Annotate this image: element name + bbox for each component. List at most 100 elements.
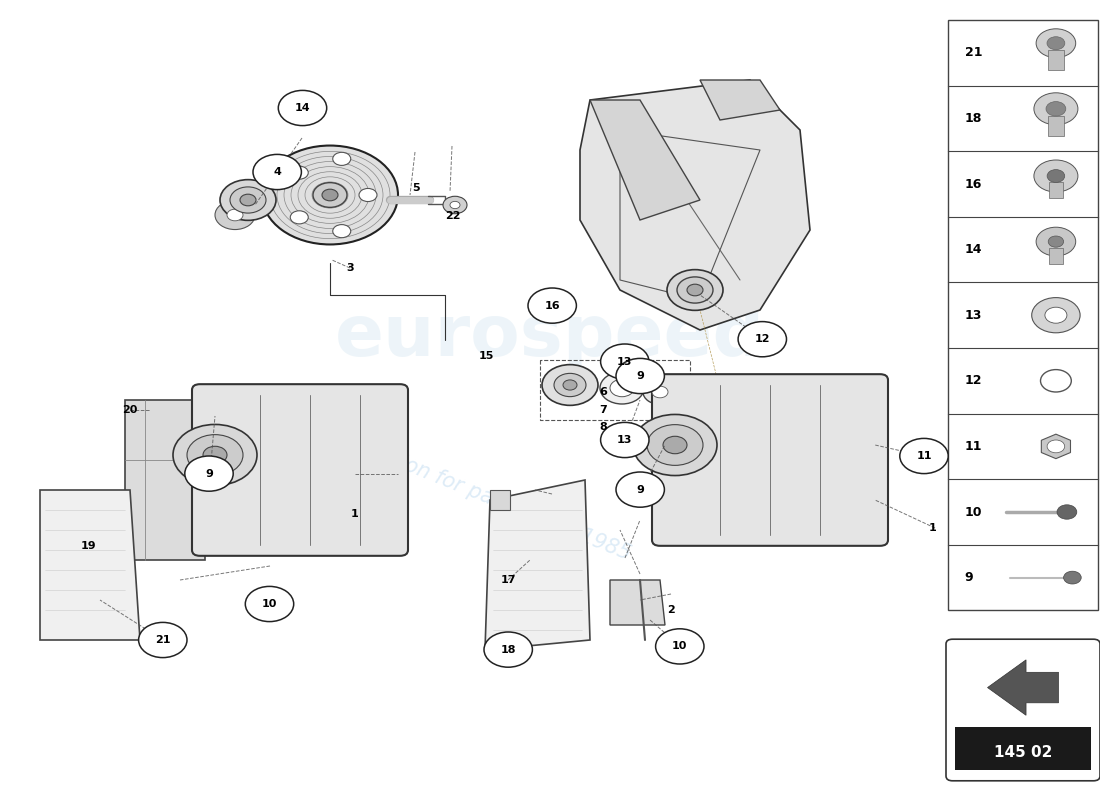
Circle shape [220, 180, 276, 220]
Circle shape [185, 456, 233, 491]
Circle shape [290, 166, 308, 179]
Circle shape [652, 386, 668, 398]
Text: 7: 7 [598, 405, 607, 414]
Circle shape [563, 380, 578, 390]
Text: 11: 11 [965, 440, 982, 453]
FancyArrow shape [988, 660, 1058, 715]
Circle shape [1047, 440, 1065, 453]
Bar [1049, 248, 1063, 264]
Text: 16: 16 [544, 301, 560, 310]
Circle shape [542, 365, 598, 406]
Text: 15: 15 [478, 351, 494, 361]
Text: 9: 9 [636, 371, 645, 381]
Bar [948, 20, 1098, 610]
Circle shape [204, 446, 227, 464]
Text: 14: 14 [965, 243, 982, 256]
Bar [1049, 182, 1063, 198]
Circle shape [173, 425, 257, 486]
FancyBboxPatch shape [652, 374, 888, 546]
Circle shape [253, 154, 301, 190]
Text: 10: 10 [262, 599, 277, 609]
Text: 6: 6 [598, 387, 607, 397]
Polygon shape [580, 80, 810, 330]
Text: 8: 8 [598, 422, 607, 432]
Text: 18: 18 [965, 112, 982, 125]
Circle shape [601, 344, 649, 379]
Text: 1: 1 [928, 523, 937, 533]
Text: 20: 20 [122, 405, 138, 414]
Text: eurospeed: eurospeed [334, 302, 766, 370]
Text: 18: 18 [500, 645, 516, 654]
Circle shape [610, 379, 634, 397]
Text: 9: 9 [205, 469, 213, 478]
Polygon shape [700, 80, 780, 120]
Circle shape [214, 201, 255, 230]
Text: 12: 12 [965, 374, 982, 387]
Circle shape [1034, 93, 1078, 125]
Bar [1048, 50, 1064, 70]
FancyBboxPatch shape [192, 384, 408, 556]
Polygon shape [1042, 434, 1070, 458]
Circle shape [1047, 37, 1065, 50]
Polygon shape [590, 100, 700, 220]
Text: 4: 4 [273, 167, 282, 177]
Circle shape [644, 380, 676, 404]
Circle shape [1032, 298, 1080, 333]
Circle shape [314, 182, 346, 207]
Circle shape [240, 194, 256, 206]
Circle shape [230, 187, 266, 213]
Circle shape [278, 90, 327, 126]
Circle shape [443, 196, 468, 214]
Circle shape [322, 189, 338, 201]
Circle shape [667, 270, 723, 310]
Text: 19: 19 [80, 541, 96, 550]
Text: 12: 12 [755, 334, 770, 344]
Text: 3: 3 [346, 263, 353, 273]
Circle shape [262, 146, 398, 245]
Polygon shape [610, 580, 665, 625]
Text: 17: 17 [500, 575, 516, 585]
Text: 21: 21 [155, 635, 170, 645]
Text: 11: 11 [916, 451, 932, 461]
Polygon shape [125, 400, 205, 560]
Circle shape [227, 209, 243, 221]
Circle shape [290, 210, 308, 224]
Polygon shape [485, 480, 590, 650]
FancyBboxPatch shape [946, 639, 1100, 781]
Text: 1: 1 [350, 509, 359, 518]
Text: 9: 9 [965, 571, 974, 584]
Circle shape [1036, 29, 1076, 58]
Text: 10: 10 [672, 642, 688, 651]
Circle shape [1045, 307, 1067, 323]
Circle shape [1057, 505, 1077, 519]
Circle shape [600, 372, 643, 404]
Text: a passion for parts since 1985: a passion for parts since 1985 [334, 428, 634, 564]
Circle shape [676, 277, 713, 303]
Bar [955, 727, 1091, 770]
Circle shape [900, 438, 948, 474]
Circle shape [656, 629, 704, 664]
Circle shape [616, 358, 664, 394]
Text: 2: 2 [667, 605, 675, 614]
Circle shape [1034, 160, 1078, 192]
Circle shape [601, 422, 649, 458]
Text: 5: 5 [412, 183, 419, 193]
Text: 14: 14 [295, 103, 310, 113]
Circle shape [1041, 370, 1071, 392]
Circle shape [663, 436, 688, 454]
Circle shape [332, 152, 351, 166]
Text: 13: 13 [617, 357, 632, 366]
Text: 145 02: 145 02 [993, 745, 1053, 760]
Circle shape [1046, 102, 1066, 116]
Circle shape [450, 202, 460, 209]
Circle shape [1048, 236, 1064, 247]
Text: 13: 13 [617, 435, 632, 445]
Text: 22: 22 [446, 211, 461, 221]
Circle shape [1047, 170, 1065, 182]
Circle shape [616, 472, 664, 507]
Text: 21: 21 [965, 46, 982, 59]
Circle shape [738, 322, 786, 357]
Text: 10: 10 [965, 506, 982, 518]
Polygon shape [490, 490, 510, 510]
Circle shape [688, 284, 703, 296]
